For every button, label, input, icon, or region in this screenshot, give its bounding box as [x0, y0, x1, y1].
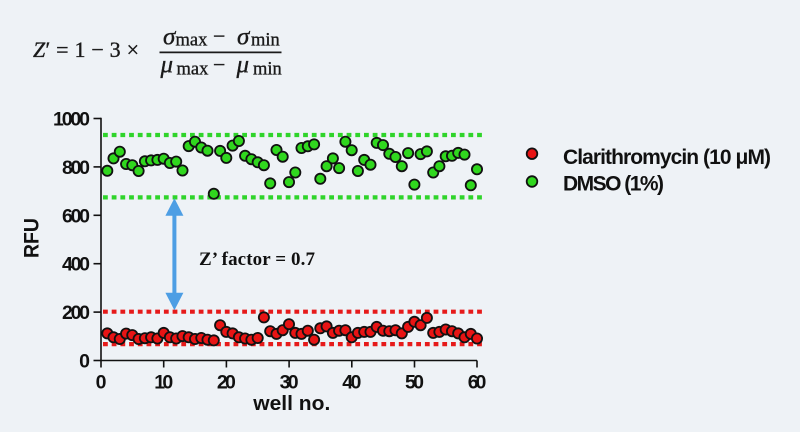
svg-text:Z’ factor = 0.7: Z’ factor = 0.7: [199, 249, 316, 270]
svg-text:Clarithromycin (10 μM): Clarithromycin (10 μM): [563, 146, 771, 169]
svg-text:Z′ = 1 − 3 ×: Z′ = 1 − 3 ×: [33, 37, 139, 62]
svg-text:σ: σ: [237, 24, 251, 51]
svg-text:−: −: [213, 24, 225, 49]
svg-text:40: 40: [342, 371, 361, 393]
svg-text:800: 800: [62, 157, 90, 179]
svg-text:0: 0: [96, 371, 107, 393]
svg-text:1000: 1000: [53, 109, 90, 131]
svg-text:max: max: [176, 31, 209, 51]
svg-text:DMSO (1%): DMSO (1%): [563, 173, 664, 196]
svg-text:RFU: RFU: [21, 218, 44, 258]
svg-text:0: 0: [79, 351, 90, 373]
svg-text:min: min: [251, 31, 280, 51]
svg-text:20: 20: [217, 371, 236, 393]
svg-text:60: 60: [468, 371, 487, 393]
svg-text:400: 400: [62, 254, 90, 276]
svg-text:10: 10: [154, 371, 173, 393]
svg-text:max: max: [177, 59, 210, 79]
svg-text:200: 200: [62, 302, 90, 324]
svg-text:μ: μ: [236, 52, 250, 79]
svg-text:σ: σ: [163, 24, 177, 51]
svg-text:μ: μ: [160, 52, 174, 79]
svg-text:50: 50: [405, 371, 424, 393]
svg-text:30: 30: [280, 371, 299, 393]
svg-text:well no.: well no.: [252, 393, 330, 415]
svg-text:600: 600: [62, 205, 90, 227]
svg-text:−: −: [213, 52, 225, 77]
svg-text:min: min: [253, 59, 282, 79]
